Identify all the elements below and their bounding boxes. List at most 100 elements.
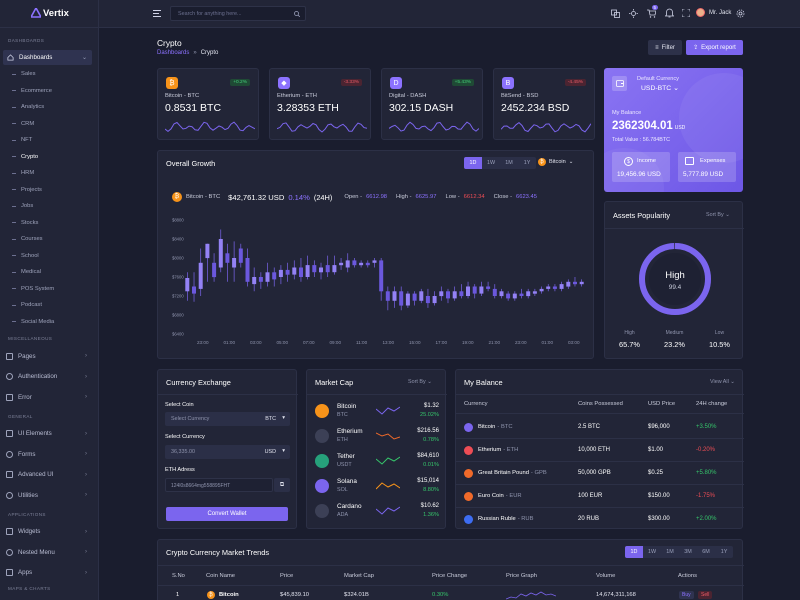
candle-body bbox=[432, 296, 437, 304]
sidebar-item-pos-system[interactable]: POS System bbox=[0, 281, 98, 298]
tab-1d[interactable]: 1D bbox=[625, 546, 643, 558]
coin-card[interactable]: B -4.45% BitSend - BSD 2452.234 BSD bbox=[493, 68, 595, 140]
tab-6m[interactable]: 6M bbox=[702, 549, 710, 555]
sidebar-item-analytics[interactable]: Analytics bbox=[0, 99, 98, 116]
coin-card[interactable]: ◆ -3.33% Etherium - ETH 3.28353 ETH bbox=[269, 68, 371, 140]
high-value: 6625.97 bbox=[415, 194, 437, 200]
sidebar-item-crypto[interactable]: Crypto bbox=[0, 149, 98, 166]
sidebar-item-sales[interactable]: Sales bbox=[0, 66, 98, 83]
sidebar-item-label: Widgets bbox=[18, 528, 41, 536]
sidebar-item-courses[interactable]: Courses bbox=[0, 231, 98, 248]
sidebar-item-advanced-ui[interactable]: Advanced UI › bbox=[0, 465, 98, 486]
brand-logo[interactable]: Vertix bbox=[0, 0, 98, 28]
sidebar-item-crm[interactable]: CRM bbox=[0, 116, 98, 133]
menu-toggle-icon[interactable] bbox=[153, 10, 161, 17]
table-row[interactable]: Etherium - ETH 10,000 ETH $1.00 -0.20% bbox=[456, 440, 744, 462]
sidebar-item-podcast[interactable]: Podcast bbox=[0, 297, 98, 314]
language-icon[interactable] bbox=[611, 9, 620, 18]
assets-stat-value: 10.5% bbox=[709, 340, 730, 349]
list-item[interactable]: Solana SOL $15,014 8.80% bbox=[307, 476, 447, 498]
copy-icon[interactable]: ⧉ bbox=[274, 478, 290, 492]
notification-bell-icon[interactable] bbox=[665, 8, 674, 18]
filter-button[interactable]: ≡ Filter bbox=[648, 40, 682, 55]
sidebar-item-authentication[interactable]: Authentication › bbox=[0, 367, 98, 388]
sell-button[interactable]: Sell bbox=[698, 591, 713, 599]
sidebar-item-label: Jobs bbox=[21, 203, 34, 210]
sidebar-item-social-media[interactable]: Social Media bbox=[0, 314, 98, 331]
assets-sort-dropdown[interactable]: Sort By ⌄ bbox=[706, 212, 730, 218]
nav-dashboards[interactable]: Dashboards ⌄ bbox=[3, 50, 92, 65]
table-row[interactable]: 1 ₿ Bitcoin $45,839.10 $324.01B 0.30% 14… bbox=[158, 589, 744, 600]
high-label: High - bbox=[396, 194, 412, 200]
tab-1w[interactable]: 1W bbox=[486, 160, 496, 166]
sidebar-item-school[interactable]: School bbox=[0, 248, 98, 265]
balance-column-header: 24H change bbox=[696, 401, 728, 407]
coin-select[interactable]: ₿ Bitcoin ⌄ bbox=[538, 158, 573, 166]
fullscreen-icon[interactable] bbox=[682, 9, 690, 17]
sidebar-item-stocks[interactable]: Stocks bbox=[0, 215, 98, 232]
theme-toggle-icon[interactable] bbox=[629, 9, 638, 18]
expenses-box[interactable]: Expenses 5,777.89 USD bbox=[678, 152, 736, 182]
convert-wallet-label: Convert Wallet bbox=[207, 511, 247, 517]
cart-icon[interactable] bbox=[647, 9, 656, 18]
user-avatar[interactable] bbox=[696, 8, 705, 17]
sidebar-item-forms[interactable]: Forms › bbox=[0, 444, 98, 465]
currency-amount-field[interactable]: 36,335.00 USD ▾ bbox=[165, 445, 290, 459]
section-apps: APPLICATIONS bbox=[8, 511, 46, 517]
sidebar-item-nft[interactable]: NFT bbox=[0, 132, 98, 149]
coin-icon bbox=[315, 454, 329, 468]
currency-select[interactable]: USD-BTC ⌄ bbox=[641, 84, 679, 92]
eth-address-field[interactable]: 124l0s8664mg558895FHT bbox=[165, 478, 273, 492]
settings-gear-icon[interactable] bbox=[736, 9, 745, 18]
buy-button[interactable]: Buy bbox=[679, 591, 694, 599]
coin-card[interactable]: D +5.43% Digital - DASH 302.15 DASH bbox=[381, 68, 483, 140]
breadcrumb-parent[interactable]: Dashboards bbox=[157, 50, 190, 56]
sidebar-item-ui-elements[interactable]: UI Elements › bbox=[0, 424, 98, 445]
sidebar-item-ecommerce[interactable]: Ecommerce bbox=[0, 83, 98, 100]
tab-1y[interactable]: 1Y bbox=[720, 549, 728, 555]
income-box[interactable]: $ Income 19,456.96 USD bbox=[612, 152, 670, 182]
sidebar-item-utilities[interactable]: Utilities › bbox=[0, 485, 98, 506]
tab-1w[interactable]: 1W bbox=[647, 549, 657, 555]
table-row[interactable]: Euro Coin - EUR 100 EUR $150.00 -1.75% bbox=[456, 486, 744, 508]
sidebar-item-pages[interactable]: Pages › bbox=[0, 346, 98, 367]
sidebar-item-projects[interactable]: Projects bbox=[0, 182, 98, 199]
sidebar-item-label: Ecommerce bbox=[21, 87, 52, 94]
market-sort-dropdown[interactable]: Sort By ⌄ bbox=[408, 379, 432, 385]
sidebar-item-nested-menu[interactable]: Nested Menu › bbox=[0, 542, 98, 563]
chevron-right-icon: › bbox=[85, 430, 87, 437]
tab-3m[interactable]: 3M bbox=[684, 549, 692, 555]
sidebar-item-jobs[interactable]: Jobs bbox=[0, 198, 98, 215]
user-name[interactable]: Mr. Jack bbox=[709, 10, 732, 16]
sidebar-item-hrm[interactable]: HRM bbox=[0, 165, 98, 182]
list-item[interactable]: Etherium ETH $216.56 0.78% bbox=[307, 426, 447, 448]
tab-1m[interactable]: 1M bbox=[666, 549, 674, 555]
table-row[interactable]: Bitcoin - BTC 2.5 BTC $96,000 +3.50% bbox=[456, 417, 744, 439]
candle-body bbox=[459, 291, 464, 297]
list-item[interactable]: Tether USDT $84,610 0.01% bbox=[307, 451, 447, 473]
table-row[interactable]: Great Britain Pound - GPB 50,000 GPB $0.25 +… bbox=[456, 463, 744, 485]
balance-currency-code: - GPB bbox=[530, 470, 547, 476]
table-row[interactable]: Russian Ruble - RUB 20 RUB $300.00 +2.00% bbox=[456, 509, 744, 531]
utilities-icon bbox=[6, 491, 13, 499]
search-input[interactable]: Search for anything here... bbox=[170, 6, 306, 21]
coin-card[interactable]: ₿ +0.2% Bitcoin - BTC 0.8531 BTC bbox=[157, 68, 259, 140]
list-item[interactable]: Bitcoin BTC $1.32 25.02% bbox=[307, 401, 447, 423]
export-report-button[interactable]: ⇪ Export report bbox=[686, 40, 743, 55]
sidebar-item-label: Crypto bbox=[21, 153, 39, 160]
sidebar-item-apps[interactable]: Apps › bbox=[0, 563, 98, 584]
tab-1y[interactable]: 1Y bbox=[523, 160, 531, 166]
market-trend-sparkline bbox=[376, 432, 400, 440]
convert-wallet-button[interactable]: Convert Wallet bbox=[166, 507, 288, 521]
section-maps: MAPS & CHARTS bbox=[8, 586, 51, 591]
sidebar-item-medical[interactable]: Medical bbox=[0, 264, 98, 281]
coin-name: Etherium - ETH bbox=[277, 93, 317, 99]
sidebar-item-error[interactable]: Error › bbox=[0, 387, 98, 408]
sidebar-item-widgets[interactable]: Widgets › bbox=[0, 522, 98, 543]
select-coin-field[interactable]: Select Currency BTC ▾ bbox=[165, 412, 290, 426]
list-item[interactable]: Cardano ADA $10.62 1.36% bbox=[307, 501, 447, 523]
tab-1d[interactable]: 1D bbox=[464, 157, 482, 169]
search-icon[interactable] bbox=[294, 11, 300, 17]
view-all-dropdown[interactable]: View All ⌄ bbox=[710, 379, 735, 385]
tab-1m[interactable]: 1M bbox=[505, 160, 513, 166]
